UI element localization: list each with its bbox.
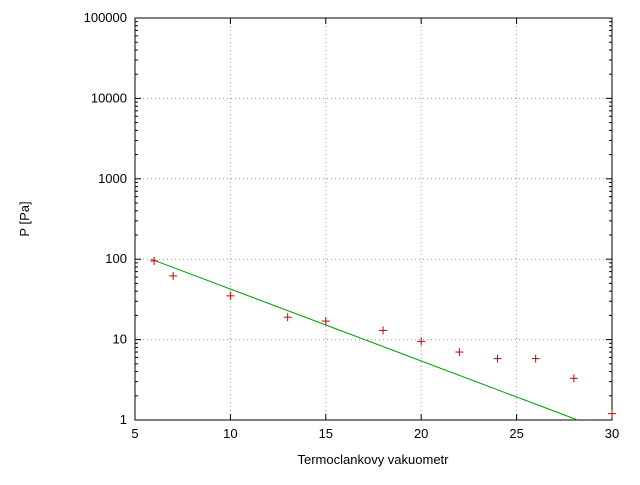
- plot-border: [134, 17, 613, 421]
- y-tick-label: 10: [113, 332, 127, 347]
- y-axis-label: P [Pa]: [17, 201, 32, 236]
- x-tick-label: 30: [605, 426, 619, 441]
- y-tick-label: 100000: [84, 10, 127, 25]
- fit-line: [151, 258, 578, 421]
- y-tick-label: 100: [105, 251, 127, 266]
- x-tick-label: 20: [414, 426, 428, 441]
- plot-generated-layer: 5 10 15 20 25 30 1 10 100 1000 10000 100000: [84, 10, 620, 441]
- y-tick-label: 1: [120, 412, 127, 427]
- y-tick-label: 1000: [98, 171, 127, 186]
- y-tick-label: 10000: [91, 90, 127, 105]
- x-axis-label: Termoclankovy vakuometr: [298, 452, 450, 467]
- x-tick-label: 10: [223, 426, 237, 441]
- x-tick-label: 25: [509, 426, 523, 441]
- x-tick-label: 15: [319, 426, 333, 441]
- x-tick-label: 5: [131, 426, 138, 441]
